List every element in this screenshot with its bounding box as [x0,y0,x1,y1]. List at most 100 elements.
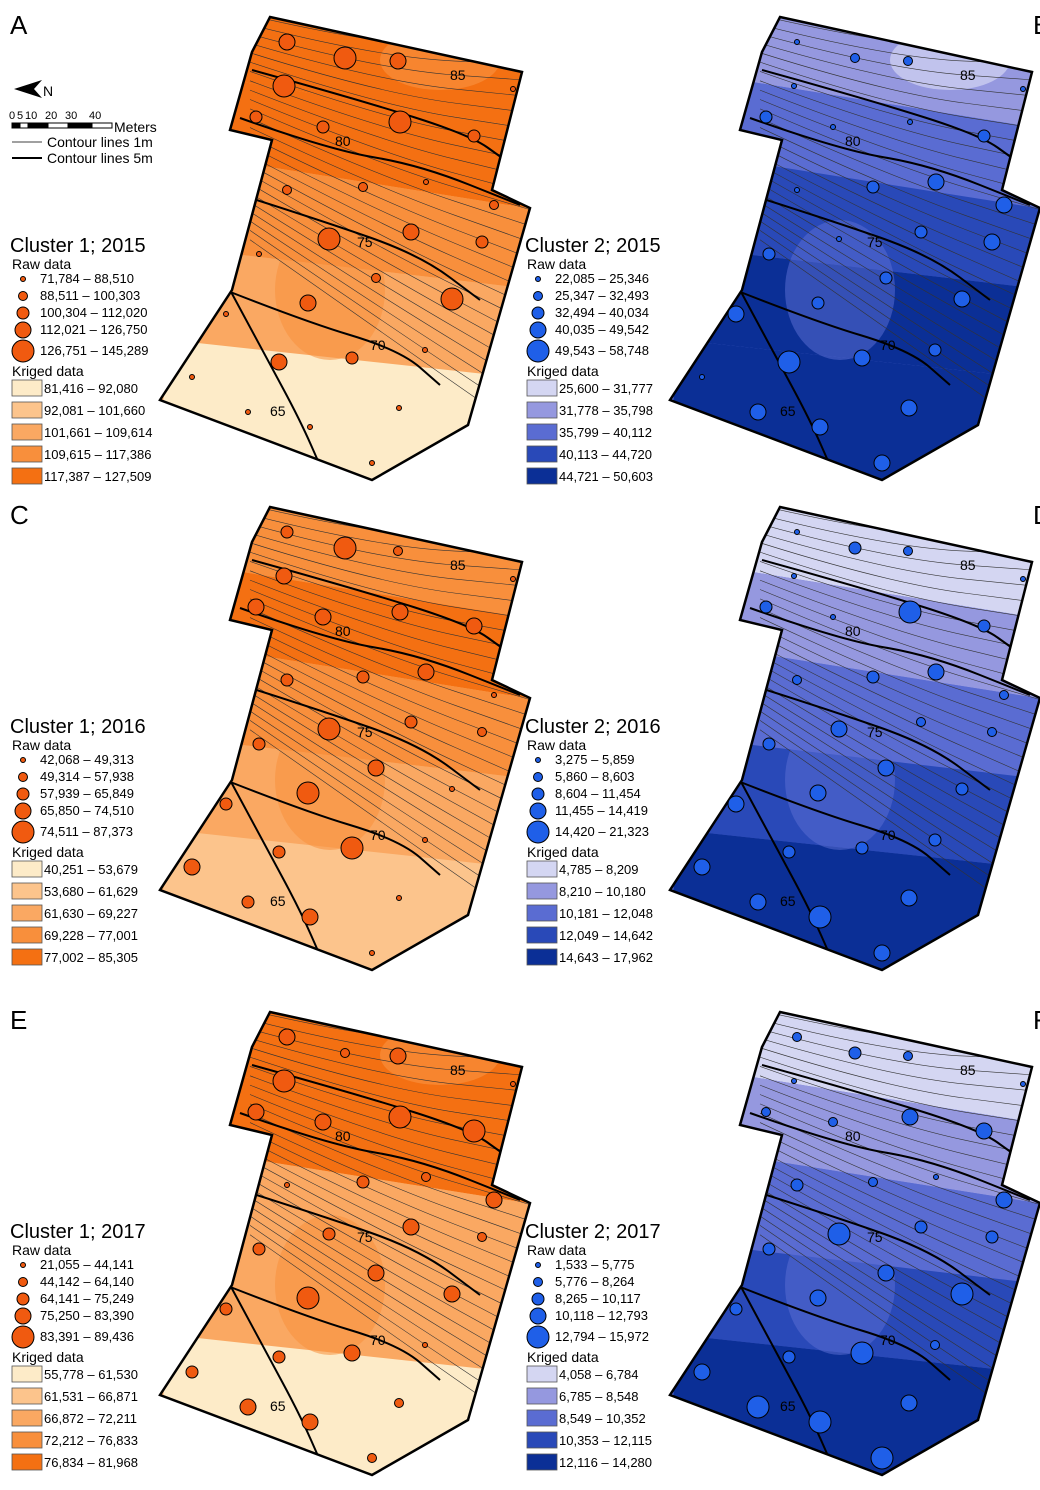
legend-kriged-range: 61,531 – 66,871 [44,1389,138,1404]
contour-line-1m [249,1140,530,1270]
legend-raw-symbol [533,772,543,782]
legend-kriged-range: 77,002 – 85,305 [44,950,138,965]
contour-line-1m [249,220,530,404]
legend-kriged-swatch [526,1409,558,1427]
raw-data-point [462,1119,486,1143]
legend-kriged-swatch [11,904,43,922]
raw-data-point [333,536,357,560]
contour-line-1m [759,24,1040,65]
legend-raw-range: 8,265 – 10,117 [555,1291,641,1306]
contour-line-1m [759,1234,1040,1431]
raw-data-point [995,1191,1013,1209]
raw-data-point [903,546,913,556]
raw-data-point [808,905,832,929]
scale-segment [67,122,93,129]
contour-line-1m [249,579,530,668]
contour-label: 65 [270,403,286,419]
legend-kriged-swatch [11,882,43,900]
legend-raw-symbol [533,1277,543,1287]
legend-kriged-range: 12,049 – 14,642 [559,928,653,943]
legend-raw-range: 5,860 – 8,603 [555,769,635,784]
contour-line-1m [759,127,1040,243]
raw-data-point [369,460,375,466]
raw-data-point [900,399,918,417]
kriged-zone [785,710,895,850]
raw-data-point [999,690,1009,700]
contour-line-1m [249,1225,530,1415]
contour-label: 85 [450,1062,466,1078]
raw-data-point [404,715,418,729]
raw-data-point [367,759,385,777]
raw-data-point [272,1069,296,1093]
contour-line-1m [249,673,530,830]
raw-data-point [443,1285,461,1303]
raw-data-point [393,546,403,556]
contour-line-5m [239,1112,521,1201]
legend-kriged-swatch [526,423,558,441]
legend-raw-symbol [529,1307,547,1325]
legend-kriged-swatch [526,379,558,397]
legend-raw-symbol [20,276,26,282]
kriged-zone [275,710,385,850]
contour-line-5m [229,289,323,471]
legend-raw-range: 49,543 – 58,748 [555,343,649,358]
legend-kriged-swatch [526,1453,558,1471]
contour-line-5m [224,679,481,791]
raw-data-point [475,235,489,249]
legend-raw-range: 75,250 – 83,390 [40,1308,134,1323]
raw-data-point [252,1242,266,1256]
contour-line-1m [759,682,1040,846]
raw-data-point [280,525,294,539]
raw-data-point [977,619,991,633]
kriged-data-header: Kriged data [527,844,599,860]
raw-data-point [868,1177,878,1187]
raw-data-point [759,110,773,124]
contour-label: 85 [450,67,466,83]
raw-data-point [477,727,487,737]
north-label: N [43,83,53,99]
raw-data-point [388,110,412,134]
contour-line-1m [249,1038,530,1092]
contour-line-5m [199,769,441,876]
raw-data-point [933,1174,939,1180]
kriged-data-header: Kriged data [12,1349,84,1365]
contour-line-1m [759,1038,1040,1092]
legend-raw-symbol [531,306,545,320]
raw-data-point [389,1047,407,1065]
legend-title: Cluster 1; 2015 [10,235,146,257]
legend-raw-range: 25,347 – 32,493 [555,288,649,303]
scale-tick-label: 10 [25,110,37,122]
legend-kriged-swatch [526,467,558,485]
legend-raw-symbol [18,1277,28,1287]
field-boundary [158,15,532,482]
contour-line-1m [249,1215,530,1399]
legend-raw-range: 12,794 – 15,972 [555,1329,649,1344]
raw-data-point [317,227,341,251]
raw-data-point [272,1350,286,1364]
contour-line-1m [759,1150,1040,1286]
raw-data-point [358,182,368,192]
legend-raw-symbol [11,820,35,844]
legend-raw-range: 14,420 – 21,323 [555,824,649,839]
legend-raw-symbol [16,306,30,320]
raw-data-point [903,56,913,66]
contour-label: 70 [370,1332,386,1348]
contour-line-1m [249,617,530,733]
raw-data-point [873,944,891,962]
raw-data-point [449,786,455,792]
contour-line-1m [249,551,530,620]
field-boundary [668,505,1040,972]
contour-line-1m [249,145,530,275]
panel-letter: E [10,1005,27,1035]
contour-line-1m [759,589,1040,684]
legend-title: Cluster 2; 2017 [525,1221,661,1243]
scale-tick-label: 30 [65,110,77,122]
raw-data-point [422,1342,428,1348]
raw-data-point [299,294,317,312]
raw-data-point [749,403,767,421]
contour-line-1m [249,514,530,555]
raw-data-point [402,223,420,241]
raw-data-point [343,1344,361,1362]
